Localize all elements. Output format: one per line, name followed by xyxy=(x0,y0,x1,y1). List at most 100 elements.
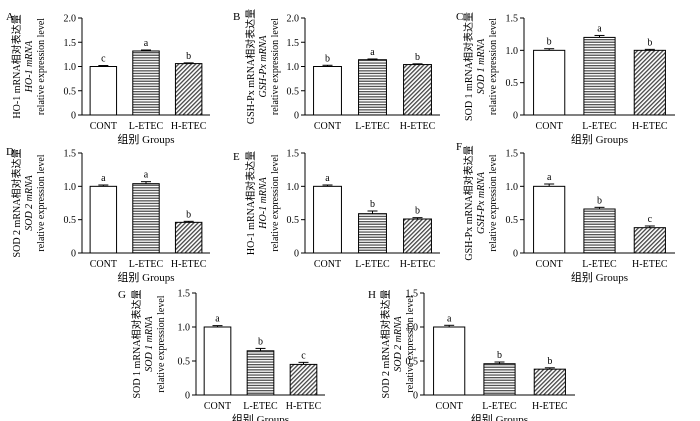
x-tick-label: H-ETEC xyxy=(400,259,436,270)
x-axis-label: 组别 Groups xyxy=(571,132,628,146)
y-axis-label-line: relative expression level xyxy=(488,18,499,115)
y-tick-label: 0.5 xyxy=(287,215,300,226)
bar xyxy=(89,185,118,254)
y-axis-label-line: relative expression level xyxy=(270,154,281,251)
significance-letter: a xyxy=(215,314,220,325)
bar xyxy=(483,363,516,396)
y-tick-label: 0 xyxy=(294,249,299,260)
y-tick-label: 1.5 xyxy=(506,149,519,160)
bar xyxy=(358,213,387,254)
bar xyxy=(533,368,566,396)
significance-letter: b xyxy=(258,336,263,347)
y-tick-label: 1.5 xyxy=(287,38,300,49)
chart-panel-h: H SOD 2 mRNA相对表达量 SOD 2 mRNA relative expre… xyxy=(368,289,575,421)
panel-letter: B xyxy=(233,11,240,23)
significance-letter: b xyxy=(497,350,502,361)
bar xyxy=(246,350,275,396)
bar xyxy=(533,185,566,254)
y-axis-label-line: relative expression level xyxy=(270,18,281,115)
x-tick-label: L-ETEC xyxy=(355,121,390,132)
y-axis-label-line: HO-1 mRNA xyxy=(24,40,35,93)
significance-letter: a xyxy=(144,38,149,49)
x-tick-label: CONT xyxy=(314,259,341,270)
significance-letter: a xyxy=(597,23,602,34)
y-axis-label-line: SOD 2 mRNA相对表达量 xyxy=(10,149,23,258)
significance-letter: a xyxy=(144,170,149,181)
chart-panel-g: G SOD 1 mRNA相对表达量 SOD 1 mRNA relative expre… xyxy=(118,289,325,421)
x-tick-label: L-ETEC xyxy=(582,259,617,270)
y-tick-label: 0.5 xyxy=(178,357,191,368)
y-tick-label: 1.5 xyxy=(178,289,191,300)
x-tick-label: L-ETEC xyxy=(129,259,164,270)
x-tick-label: H-ETEC xyxy=(171,259,207,270)
y-tick-label: 1.5 xyxy=(64,149,77,160)
chart-panel-e: E HO-1 mRNA相对表达量 HO-1 mRNA relative express… xyxy=(233,149,440,270)
y-tick-label: 1.0 xyxy=(506,46,519,57)
x-tick-label: CONT xyxy=(204,401,231,412)
x-tick-label: L-ETEC xyxy=(355,259,390,270)
y-tick-label: 1.0 xyxy=(64,62,77,73)
y-tick-label: 0.5 xyxy=(64,86,77,97)
y-axis-label-line: SOD 2 mRNA xyxy=(24,174,35,230)
bar xyxy=(433,326,466,396)
panel-letter: D xyxy=(6,146,14,158)
y-tick-label: 1.0 xyxy=(506,182,519,193)
bar xyxy=(313,66,342,116)
significance-letter: b xyxy=(415,52,420,63)
y-tick-label: 0 xyxy=(71,249,76,260)
significance-letter: b xyxy=(647,37,652,48)
y-axis-label-line: relative expression level xyxy=(36,18,47,115)
bar xyxy=(132,50,160,116)
y-axis-label-line: GSH-Px mRNA xyxy=(258,35,269,98)
panel-letter: F xyxy=(456,141,462,153)
panel-letter: H xyxy=(368,289,376,301)
y-tick-label: 0.5 xyxy=(287,86,300,97)
chart-panel-b: B GSH-Px mRNA相对表达量 GSH-Px mRNA relative exp… xyxy=(233,9,440,132)
y-tick-label: 0 xyxy=(513,111,518,122)
significance-letter: c xyxy=(301,350,306,361)
bar xyxy=(289,363,318,396)
y-tick-label: 0.5 xyxy=(406,357,419,368)
x-tick-label: CONT xyxy=(90,259,117,270)
y-tick-label: 0 xyxy=(413,391,418,402)
significance-letter: b xyxy=(547,37,552,48)
y-tick-label: 1.0 xyxy=(64,182,77,193)
y-tick-label: 0 xyxy=(185,391,190,402)
x-tick-label: H-ETEC xyxy=(632,259,668,270)
y-tick-label: 1.5 xyxy=(506,14,519,25)
y-axis-label-line: SOD 1 mRNA xyxy=(476,38,487,94)
significance-letter: b xyxy=(547,356,552,367)
bar xyxy=(533,49,566,116)
panel-letter: E xyxy=(233,151,240,163)
significance-letter: a xyxy=(370,47,375,58)
significance-letter: b xyxy=(186,51,191,62)
x-tick-label: CONT xyxy=(536,121,563,132)
panel-letter: C xyxy=(456,11,463,23)
significance-letter: b xyxy=(325,53,330,64)
chart-panel-a: AHO-1 mRNA相对表达量 HO-1 mRNA relative express… xyxy=(6,11,210,146)
bar xyxy=(403,218,432,254)
x-tick-label: L-ETEC xyxy=(582,121,617,132)
x-tick-label: CONT xyxy=(436,401,463,412)
bar xyxy=(583,208,616,254)
chart-panel-f: F GSH-Px mRNA相对表达量 GSH-Px mRNA relative exp… xyxy=(456,141,675,284)
x-tick-label: CONT xyxy=(90,121,117,132)
significance-letter: a xyxy=(101,173,106,184)
x-tick-label: L-ETEC xyxy=(129,121,164,132)
bar xyxy=(89,66,118,116)
x-axis-label: 组别 Groups xyxy=(571,270,628,284)
bar xyxy=(633,49,666,116)
y-axis-label-line: GSH-Px mRNA相对表达量 xyxy=(462,145,475,260)
x-tick-label: H-ETEC xyxy=(286,401,322,412)
bar xyxy=(313,185,342,254)
chart-panel-c: C SOD 1 mRNA相对表达量 SOD 1 mRNA relative expre… xyxy=(456,11,675,146)
y-axis-label-line: SOD 2 mRNA xyxy=(393,315,404,371)
significance-letter: b xyxy=(597,195,602,206)
y-axis-label-line: relative expression level xyxy=(36,154,47,251)
significance-letter: b xyxy=(370,199,375,210)
x-tick-label: L-ETEC xyxy=(243,401,278,412)
y-tick-label: 0.5 xyxy=(64,215,77,226)
significance-letter: b xyxy=(415,206,420,217)
significance-letter: a xyxy=(547,172,552,183)
